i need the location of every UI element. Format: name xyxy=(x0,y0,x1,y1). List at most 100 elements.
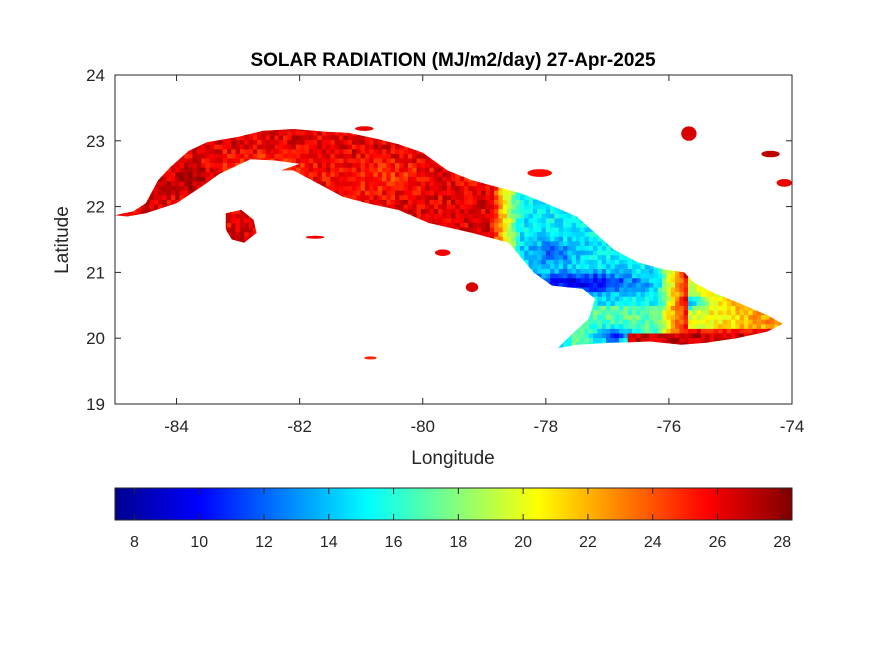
heatmap-cell xyxy=(235,231,241,237)
heatmap-cell xyxy=(455,180,461,187)
heatmap-cell xyxy=(377,180,383,187)
heatmap-cell xyxy=(214,162,219,168)
heatmap-cell xyxy=(261,139,267,145)
heatmap-cell xyxy=(386,167,392,173)
heatmap-cell xyxy=(252,227,258,233)
heatmap-cell xyxy=(425,190,431,196)
heatmap-cell xyxy=(412,176,418,182)
heatmap-cell xyxy=(515,222,521,228)
heatmap-cell xyxy=(317,139,323,145)
heatmap-cell xyxy=(317,171,323,177)
heatmap-cell xyxy=(455,190,461,196)
heatmap-cell xyxy=(196,144,202,150)
heatmap-cell xyxy=(343,162,349,168)
heatmap-cell xyxy=(347,180,353,187)
heatmap-cell xyxy=(196,162,202,168)
heatmap-cell xyxy=(265,134,271,141)
heatmap-cell xyxy=(231,148,237,154)
heatmap-cell xyxy=(373,157,379,164)
heatmap-cell xyxy=(455,194,461,200)
heatmap-cell xyxy=(502,227,508,233)
heatmap-cell xyxy=(438,167,443,173)
heatmap-cell xyxy=(537,231,543,237)
heatmap-cell xyxy=(257,148,263,154)
heatmap-cell xyxy=(485,185,491,191)
heatmap-cell xyxy=(416,204,422,210)
heatmap-cell xyxy=(369,148,375,154)
heatmap-cell xyxy=(300,130,306,136)
heatmap-cell xyxy=(390,157,396,164)
heatmap-cell xyxy=(356,180,362,187)
heatmap-cell xyxy=(459,222,465,228)
heatmap-cell xyxy=(214,148,219,154)
heatmap-cell xyxy=(270,130,275,136)
heatmap-cell xyxy=(283,148,288,154)
heatmap-cell xyxy=(192,162,198,168)
heatmap-cell xyxy=(386,190,392,196)
heatmap-cell xyxy=(442,217,448,223)
heatmap-cell xyxy=(274,134,280,141)
heatmap-cell xyxy=(158,180,163,187)
heatmap-cell xyxy=(399,176,405,182)
heatmap-cell xyxy=(464,194,469,200)
heatmap-cell xyxy=(532,204,538,210)
heatmap-cell xyxy=(347,153,353,159)
heatmap-cell xyxy=(261,148,267,154)
heatmap-cell xyxy=(300,162,306,168)
heatmap-cell xyxy=(313,171,319,177)
heatmap-cell xyxy=(455,199,461,205)
heatmap-cell xyxy=(166,176,172,182)
heatmap-cell xyxy=(489,217,495,223)
heatmap-cell xyxy=(278,148,284,154)
heatmap-cell xyxy=(511,208,517,214)
heatmap-cell xyxy=(498,199,504,205)
heatmap-cell xyxy=(278,144,284,150)
heatmap-cell xyxy=(472,227,478,233)
heatmap-cell xyxy=(541,254,547,260)
heatmap-cell xyxy=(183,162,189,168)
heatmap-cell xyxy=(498,222,504,228)
heatmap-cell xyxy=(382,204,387,210)
heatmap-cell xyxy=(420,185,426,191)
heatmap-cell xyxy=(403,157,409,164)
heatmap-cell xyxy=(420,176,426,182)
heatmap-cell xyxy=(476,217,482,223)
heatmap-cell xyxy=(222,139,228,145)
heatmap-cell xyxy=(412,204,418,210)
heatmap-cell xyxy=(248,222,254,228)
heatmap-cell xyxy=(218,157,224,164)
heatmap-cell xyxy=(179,157,185,164)
heatmap-cell xyxy=(227,157,232,164)
heatmap-cell xyxy=(373,194,379,200)
heatmap-cell xyxy=(356,167,362,173)
heatmap-cell xyxy=(364,190,370,196)
heatmap-cell xyxy=(140,208,146,214)
heatmap-cell xyxy=(308,139,314,145)
heatmap-cell xyxy=(209,162,215,168)
heatmap-cell xyxy=(464,176,469,182)
heatmap-cell xyxy=(528,231,534,237)
heatmap-cell xyxy=(494,208,499,214)
heatmap-cell xyxy=(520,204,525,210)
heatmap-cell xyxy=(343,194,349,200)
heatmap-cell xyxy=(515,240,521,246)
heatmap-cell xyxy=(360,153,366,159)
heatmap-cell xyxy=(308,153,314,159)
heatmap-cell xyxy=(541,259,547,265)
heatmap-cell xyxy=(472,180,478,187)
heatmap-cell xyxy=(283,139,288,145)
heatmap-cell xyxy=(283,129,288,131)
heatmap-cell xyxy=(532,213,538,219)
heatmap-cell xyxy=(420,153,426,159)
heatmap-cell xyxy=(455,217,461,223)
heatmap-cell xyxy=(438,185,443,191)
heatmap-cell xyxy=(468,194,474,200)
heatmap-cell xyxy=(524,245,530,251)
heatmap-cell xyxy=(408,180,413,187)
heatmap-cell xyxy=(339,148,344,154)
heatmap-cell xyxy=(252,130,258,136)
heatmap-cell xyxy=(149,208,155,214)
heatmap-cell xyxy=(373,139,379,145)
heatmap-cell xyxy=(541,208,547,214)
heatmap-cell xyxy=(377,139,383,145)
